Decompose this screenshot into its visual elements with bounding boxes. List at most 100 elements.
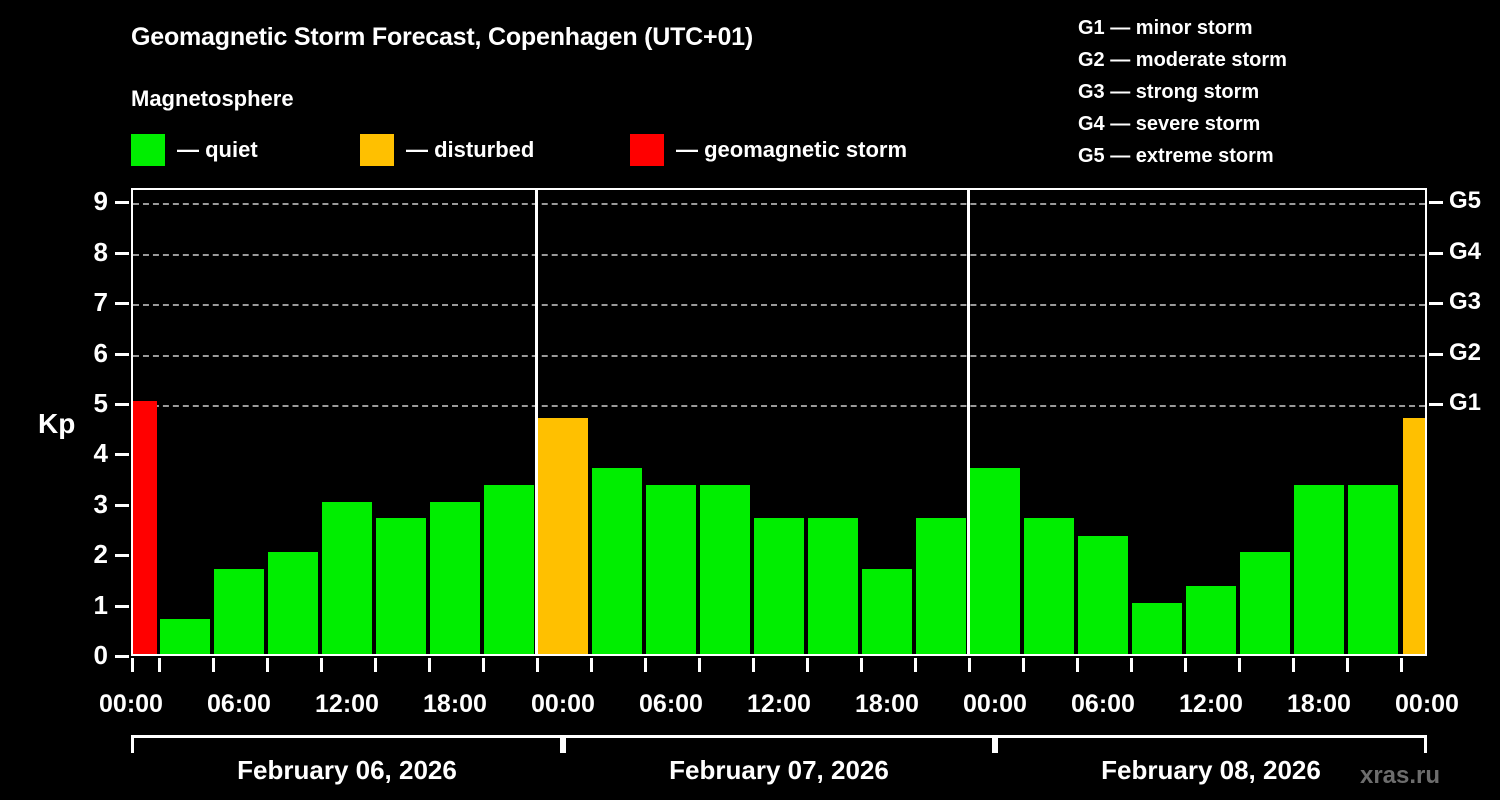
y-tick-mark-9 (115, 201, 129, 205)
g-tick-label-G3: G3 (1449, 288, 1482, 316)
x-tick-mark (131, 658, 134, 672)
g-tick-label-G1: G1 (1449, 389, 1482, 416)
day-bracket (131, 735, 563, 753)
y-tick-label-1: 1 (93, 589, 108, 620)
y-tick-mark-6 (115, 352, 129, 356)
x-tick-label: 06:00 (1071, 690, 1135, 718)
bar (1186, 585, 1236, 654)
bar (754, 518, 804, 654)
bar (970, 468, 1020, 654)
y-tick-mark-3 (115, 503, 129, 507)
bar (1348, 485, 1398, 654)
y-tick-label-3: 3 (93, 488, 108, 519)
g-tick-mark-G4 (1429, 251, 1443, 255)
g-tick-mark-G3 (1429, 302, 1443, 306)
y-tick-label-5: 5 (93, 388, 108, 418)
x-tick-label: 12:00 (315, 690, 379, 718)
x-tick-mark (698, 658, 701, 672)
legend-swatch-disturbed-icon (360, 134, 394, 166)
g-scale-legend: G1 — minor storm G2 — moderate storm G3 — … (1078, 12, 1287, 172)
legend-label-geomagnetic-storm: — geomagnetic storm (676, 137, 908, 162)
y-tick-mark-1 (115, 604, 129, 608)
bar (862, 568, 912, 654)
x-tick-mark (1238, 658, 1241, 672)
x-tick-mark (1130, 658, 1133, 672)
x-tick-label: 18:00 (423, 690, 487, 718)
x-tick-mark (752, 658, 755, 672)
x-tick-mark (1346, 658, 1349, 672)
x-tick-mark (968, 658, 971, 672)
bar (160, 619, 210, 654)
y-tick-label-8: 8 (93, 236, 108, 267)
x-tick-mark (1022, 658, 1025, 672)
legend-label-quiet: — quiet (177, 137, 258, 162)
day-label: February 06, 2026 (237, 755, 457, 785)
y-tick-label-9: 9 (93, 186, 108, 217)
g-tick-label-G2: G2 (1449, 338, 1482, 366)
day-separator (967, 190, 970, 654)
g-legend-item-1: G1 — minor storm (1078, 17, 1253, 39)
x-tick-mark (212, 658, 215, 672)
bar (376, 518, 426, 654)
x-tick-label: 06:00 (207, 690, 271, 718)
bar (538, 417, 588, 654)
g-tick-mark-G1 (1429, 403, 1443, 406)
page-title: Geomagnetic Storm Forecast, Copenhagen (… (131, 23, 753, 51)
bar (484, 485, 534, 654)
bar (592, 468, 642, 654)
y-tick-mark-5 (115, 403, 129, 406)
y-tick-mark-4 (115, 453, 129, 457)
gridline-kp-5 (133, 405, 1425, 407)
bar (1294, 485, 1344, 654)
day-bracket (995, 735, 1427, 753)
gridline-kp-6 (133, 354, 1425, 357)
gridline-kp-7 (133, 304, 1425, 307)
watermark: xras.ru (1359, 762, 1441, 789)
bar (1078, 535, 1128, 654)
legend-swatch-geomagnetic-storm-icon (630, 134, 664, 166)
x-tick-label: 00:00 (1395, 690, 1459, 718)
bar (700, 485, 750, 654)
x-tick-label: 06:00 (639, 690, 703, 718)
x-tick-label: 00:00 (531, 690, 595, 718)
y-tick-mark-0 (115, 655, 129, 658)
gridline-kp-9 (133, 203, 1425, 206)
legend-swatch-quiet-icon (131, 134, 165, 166)
x-tick-mark (482, 658, 485, 672)
y-tick-label-4: 4 (93, 438, 108, 469)
day-label: February 07, 2026 (669, 755, 889, 785)
y-axis-label: Kp (38, 408, 76, 439)
g-tick-label-G5: G5 (1449, 187, 1482, 215)
x-tick-mark (644, 658, 647, 672)
legend-item-geomagnetic-storm: — geomagnetic storm (630, 134, 907, 166)
bar (646, 485, 696, 654)
x-tick-mark (914, 658, 917, 672)
chart-plot-area (131, 188, 1427, 656)
y-tick-mark-2 (115, 554, 129, 558)
x-tick-label: 12:00 (747, 690, 811, 718)
g-tick-label-G4: G4 (1449, 237, 1482, 265)
g-legend-item-2: G2 — moderate storm (1078, 49, 1287, 71)
bar (214, 568, 264, 654)
bar (268, 552, 318, 654)
y-tick-label-0: 0 (93, 640, 108, 670)
y-tick-label-7: 7 (93, 287, 108, 318)
x-tick-label: 18:00 (1287, 690, 1351, 718)
x-tick-mark (158, 658, 161, 672)
x-tick-mark (1400, 658, 1403, 672)
bar (133, 401, 157, 654)
bar (916, 518, 966, 654)
x-tick-mark (1292, 658, 1295, 672)
x-tick-mark (266, 658, 269, 672)
x-tick-label: 18:00 (855, 690, 919, 718)
bar (808, 518, 858, 654)
g-legend-item-3: G3 — strong storm (1078, 81, 1260, 103)
x-tick-mark (1076, 658, 1079, 672)
x-tick-mark (1184, 658, 1187, 672)
x-tick-label: 00:00 (963, 690, 1027, 718)
bar (1132, 602, 1182, 654)
legend-item-quiet: — quiet (131, 134, 258, 166)
chart-subtitle: Magnetosphere (131, 86, 294, 111)
x-tick-mark (374, 658, 377, 672)
x-tick-mark (590, 658, 593, 672)
